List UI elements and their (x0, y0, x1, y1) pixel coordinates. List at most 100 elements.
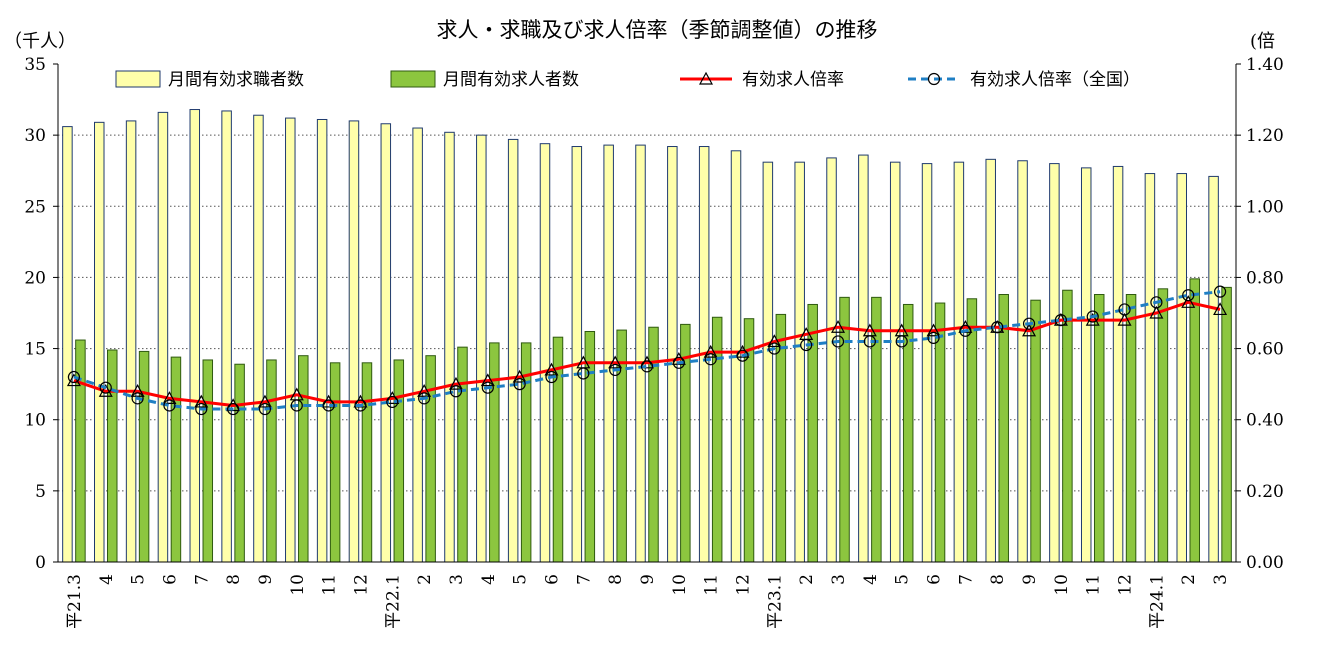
bar-job-offers (1062, 289, 1073, 563)
national-ratio-point (736, 349, 749, 362)
bar-job-offers (298, 355, 309, 563)
national-ratio-point (99, 381, 112, 394)
left-axis-tick-label: 30 (24, 126, 46, 146)
x-axis-category-label: 平24.1 (1147, 574, 1167, 629)
bar-job-seekers (635, 144, 646, 563)
left-axis-tick-label: 15 (24, 340, 46, 360)
bar-job-seekers (985, 158, 996, 563)
left-axis-tick-label: 35 (24, 55, 46, 75)
ratio-point (417, 384, 432, 397)
ratio-point (1213, 302, 1228, 316)
bar-job-offers (966, 298, 978, 563)
bar-job-seekers (667, 146, 678, 563)
bar-job-offers (584, 330, 596, 563)
left-axis-tick-label: 0 (35, 553, 46, 573)
bar-job-offers (1093, 294, 1105, 563)
bar-job-seekers (539, 143, 551, 563)
ratio-point (1149, 305, 1164, 319)
ratio-point (831, 319, 846, 333)
ratio-point (257, 394, 272, 408)
chart-title: 求人・求職及び求人倍率（季節調整値）の推移 (437, 18, 878, 42)
national-ratio-point (449, 385, 463, 398)
x-axis-category-label: 2 (1179, 574, 1199, 585)
x-axis-category-label: 10 (1052, 574, 1072, 596)
bar-job-offers (329, 362, 341, 563)
national-ratio-point (1118, 303, 1131, 316)
x-axis-category-label: 6 (160, 574, 180, 585)
bar-job-seekers (1080, 167, 1092, 563)
x-axis-category-label: 10 (670, 574, 690, 596)
bar-job-seekers (316, 118, 328, 563)
bar-job-offers (1221, 286, 1232, 563)
ratio-point (194, 394, 209, 408)
national-ratio-point (227, 402, 240, 416)
left-axis-tick-label: 5 (35, 482, 46, 502)
national-ratio-point (927, 331, 940, 344)
national-ratio-point (418, 392, 431, 405)
x-axis-category-label: 7 (574, 574, 594, 585)
bar-job-seekers (189, 109, 201, 563)
right-axis-unit: (倍 (1250, 31, 1275, 52)
bar-job-seekers (253, 114, 264, 563)
bar-job-seekers (1144, 173, 1156, 563)
bar-job-offers (234, 363, 245, 563)
ratio-point (1181, 295, 1196, 308)
ratio-point (98, 384, 113, 397)
x-axis-category-label: 4 (479, 574, 499, 585)
x-axis-category-label: 7 (192, 574, 212, 585)
ratio-point (448, 376, 463, 390)
bar-job-seekers (1112, 165, 1124, 563)
right-axis-tick-label: 0.80 (1246, 268, 1284, 288)
national-ratio-point (768, 342, 781, 355)
left-axis-tick-label: 10 (24, 411, 46, 431)
national-ratio-point (895, 335, 908, 348)
bar-job-offers (75, 339, 86, 563)
legend-label: 月間有効求人者数 (443, 70, 579, 90)
left-axis-tick-label: 25 (24, 197, 46, 217)
bar-job-offers (1189, 278, 1200, 563)
national-ratio-point (163, 399, 176, 412)
bar-job-seekers (285, 117, 296, 563)
ratio-point (703, 344, 718, 358)
x-axis-category-label: 5 (129, 574, 149, 585)
line-layer (66, 285, 1228, 416)
national-ratio-point (386, 395, 399, 409)
x-axis-category-label: 4 (861, 574, 881, 585)
ratio-point (512, 369, 527, 383)
bar-job-seekers (444, 131, 455, 563)
bar-job-offers (138, 350, 150, 563)
national-ratio-point (513, 378, 526, 391)
bar-job-seekers (858, 154, 869, 563)
bar-layer (62, 109, 1232, 563)
ratio-point (1085, 312, 1100, 326)
x-axis-category-label: 平23.1 (765, 574, 785, 629)
ratio-point (1117, 312, 1132, 326)
bar-job-seekers (889, 161, 901, 563)
x-axis-category-label: 2 (415, 574, 435, 585)
national-ratio-point (481, 381, 494, 394)
national-ratio-point (609, 363, 622, 377)
bar-job-offers (393, 359, 405, 563)
bar-job-seekers (826, 157, 837, 563)
legend-marker (927, 72, 941, 86)
x-axis-category-label: 9 (256, 574, 276, 585)
bar-job-offers (457, 346, 468, 563)
right-axis-tick-label: 1.00 (1246, 197, 1284, 217)
national-ratio-point (290, 399, 303, 412)
x-axis-category-label: 10 (288, 574, 308, 596)
right-axis-tick-label: 0.40 (1246, 411, 1284, 431)
national-ratio-point (67, 370, 81, 384)
x-axis-category-label: 12 (1116, 574, 1136, 596)
bar-job-seekers (953, 161, 965, 563)
national-ratio-point (577, 367, 590, 380)
ratio-point (544, 362, 559, 376)
bar-job-seekers (94, 121, 105, 563)
bar-job-seekers (1176, 173, 1187, 563)
ratio-point (767, 334, 782, 348)
ratio-point (162, 391, 177, 404)
x-axis-category-label: 11 (320, 574, 340, 596)
bar-job-offers (202, 359, 214, 563)
x-axis-category-label: 8 (224, 574, 244, 585)
series-line-ratio (73, 300, 1221, 407)
